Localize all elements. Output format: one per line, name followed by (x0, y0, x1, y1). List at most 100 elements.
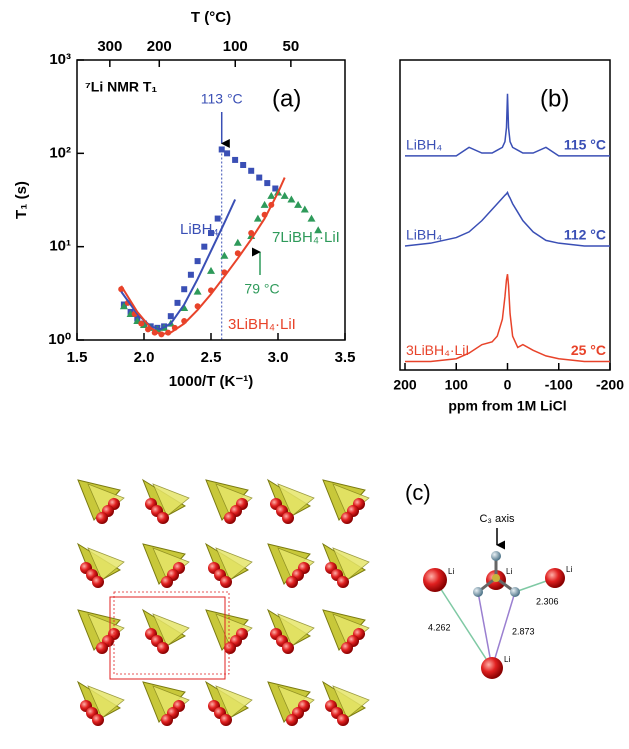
panel-label: (a) (272, 85, 301, 112)
li-atom (96, 642, 108, 654)
li-atom (161, 714, 173, 726)
x2-axis-label: T (°C) (191, 9, 231, 26)
data-point (175, 300, 181, 306)
chart-title: ⁷Li NMR T₁ (85, 79, 157, 95)
li-atom (157, 512, 169, 524)
x-tick-label: 3.0 (268, 349, 289, 366)
li-atom (92, 714, 104, 726)
data-point (232, 157, 238, 163)
molecule-diagram: (c) C₃ axis Li Li Li Li 4.262 2.873 2.30… (405, 480, 572, 679)
atom-label: Li (448, 567, 454, 576)
li-atom (337, 714, 349, 726)
x-tick-label: 100 (445, 377, 469, 393)
x2-tick-label: 50 (283, 38, 300, 55)
x-tick-label: 1.5 (67, 349, 88, 366)
atom-label: Li (504, 655, 510, 664)
x-tick-label: -200 (596, 377, 624, 393)
data-point (224, 150, 230, 156)
data-point (294, 201, 302, 208)
y-tick-label: 10¹ (49, 238, 71, 255)
series-label: LiBH₄ (406, 137, 442, 153)
annotation: 113 °C (201, 91, 243, 107)
distance-label: 2.306 (536, 596, 559, 606)
li-atom (423, 568, 447, 592)
series-label: 3LiBH₄·LiI (228, 316, 296, 333)
x2-tick-label: 100 (223, 38, 248, 55)
temperature-label: 115 °C (564, 137, 606, 153)
series-label: LiBH₄ (406, 227, 442, 243)
axis-label: C₃ axis (479, 513, 515, 525)
data-point (195, 258, 201, 264)
li-atom (286, 714, 298, 726)
atom-label: Li (506, 567, 512, 576)
data-point (308, 215, 316, 222)
h-atom (473, 587, 483, 597)
h-atom (491, 551, 501, 561)
data-point (215, 216, 221, 222)
x-axis-label: ppm from 1M LiCl (448, 398, 566, 414)
li-atom (92, 576, 104, 588)
x-tick-label: -100 (545, 377, 573, 393)
y-tick-label: 10⁰ (48, 331, 71, 348)
panel-label: (c) (405, 480, 431, 505)
y-axis-label: T₁ (s) (13, 181, 30, 219)
annotation: 79 °C (244, 281, 279, 297)
data-point (219, 146, 225, 152)
b-atom (492, 574, 500, 582)
data-point (240, 162, 246, 168)
x-axis-label: 1000/T (K⁻¹) (169, 373, 254, 390)
data-point (138, 321, 144, 327)
data-point (207, 267, 215, 274)
data-point (301, 206, 309, 213)
li-atom (224, 642, 236, 654)
li-atom (282, 642, 294, 654)
data-point (264, 180, 270, 186)
h-atom (510, 587, 520, 597)
y-tick-label: 10³ (49, 51, 71, 68)
panel-label: (b) (540, 85, 569, 112)
li-atom (481, 657, 503, 679)
y-tick-label: 10² (49, 144, 71, 161)
li-atom (161, 576, 173, 588)
x2-tick-label: 300 (97, 38, 122, 55)
li-atom (341, 642, 353, 654)
series-label: 7LiBH₄·LiI (272, 229, 340, 246)
li-atom (220, 576, 232, 588)
page: (c) C₃ axis Li Li Li Li 4.262 2.873 2.30… (0, 0, 629, 749)
li-atom (220, 714, 232, 726)
x-tick-label: 0 (504, 377, 512, 393)
atom-label: Li (566, 565, 572, 574)
x-tick-label: 2.0 (134, 349, 155, 366)
li-atom (96, 512, 108, 524)
data-point (287, 196, 295, 203)
x2-tick-label: 200 (147, 38, 172, 55)
figure: (c) C₃ axis Li Li Li Li 4.262 2.873 2.30… (0, 0, 629, 744)
distance-label: 2.873 (512, 626, 535, 636)
data-point (208, 230, 214, 236)
li-atom (337, 576, 349, 588)
li-atom (157, 642, 169, 654)
li-atom (286, 576, 298, 588)
li-atom (545, 568, 565, 588)
temperature-label: 112 °C (564, 227, 606, 243)
x-tick-label: 3.5 (335, 349, 356, 366)
data-point (254, 215, 262, 222)
distance-label: 4.262 (428, 622, 451, 632)
crystal-structure (78, 480, 369, 726)
li-atom (341, 512, 353, 524)
li-atom (282, 512, 294, 524)
x-tick-label: 200 (393, 377, 417, 393)
plot-frame-b (400, 60, 610, 370)
x-tick-label: 2.5 (201, 349, 222, 366)
data-point (248, 168, 254, 174)
data-point (168, 313, 174, 319)
data-point (201, 244, 207, 250)
data-point (194, 288, 202, 295)
data-point (261, 201, 269, 208)
data-point (188, 272, 194, 278)
li-atom (224, 512, 236, 524)
series-label: 3LiBH₄·LiI (406, 342, 469, 358)
temperature-label: 25 °C (571, 342, 606, 358)
data-point (256, 175, 262, 181)
data-point (181, 286, 187, 292)
